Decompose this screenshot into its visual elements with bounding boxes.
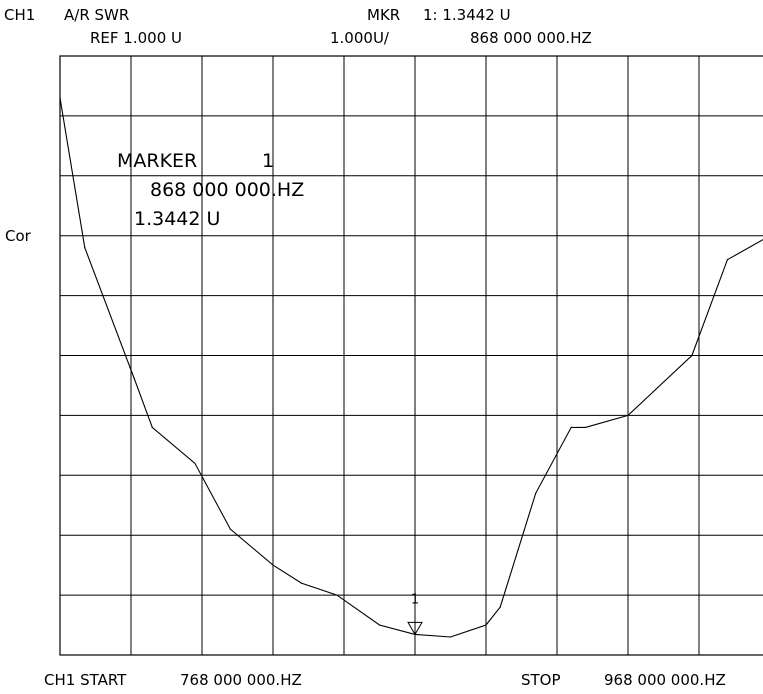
channel-label: CH1: [4, 6, 36, 24]
reference-label: REF 1.000 U: [90, 29, 182, 47]
trace-point: [194, 462, 196, 464]
marker-header-label: MKR: [367, 6, 401, 24]
marker-header-value: 1: 1.3442 U: [423, 6, 511, 24]
trace-point: [535, 492, 537, 494]
marker-box-title: MARKER: [117, 150, 198, 172]
trace-point: [151, 426, 153, 428]
trace-point: [59, 97, 61, 99]
trace-point: [726, 259, 729, 261]
trace-point: [336, 594, 338, 596]
marker-box-value: 1.3442 U: [134, 208, 221, 230]
trace-point: [499, 606, 501, 608]
trace-point: [485, 624, 487, 626]
trace-point: [229, 528, 231, 530]
marker-triangle: [407, 621, 423, 636]
trace-point: [378, 624, 381, 626]
start-frequency: 768 000 000.HZ: [180, 671, 302, 689]
trace-point: [84, 247, 86, 249]
trace-point: [570, 426, 572, 428]
stop-label: STOP: [521, 671, 561, 689]
marker-header-frequency: 868 000 000.HZ: [470, 29, 592, 47]
trace-point: [300, 582, 302, 584]
marker-number-label: 1: [411, 592, 419, 607]
stop-frequency: 968 000 000.HZ: [604, 671, 726, 689]
correction-label: Cor: [5, 227, 31, 245]
trace-point: [584, 426, 587, 428]
trace-point: [449, 636, 452, 638]
scale-label: 1.000U/: [330, 29, 389, 47]
start-label: CH1 START: [44, 671, 127, 689]
trace-point: [272, 564, 274, 566]
measurement-label: A/R SWR: [64, 6, 130, 24]
marker-box-number: 1: [262, 150, 275, 172]
trace-point: [133, 378, 136, 381]
trace-point: [627, 414, 629, 416]
marker-box-frequency: 868 000 000.HZ: [150, 179, 305, 201]
trace-point: [691, 354, 693, 357]
